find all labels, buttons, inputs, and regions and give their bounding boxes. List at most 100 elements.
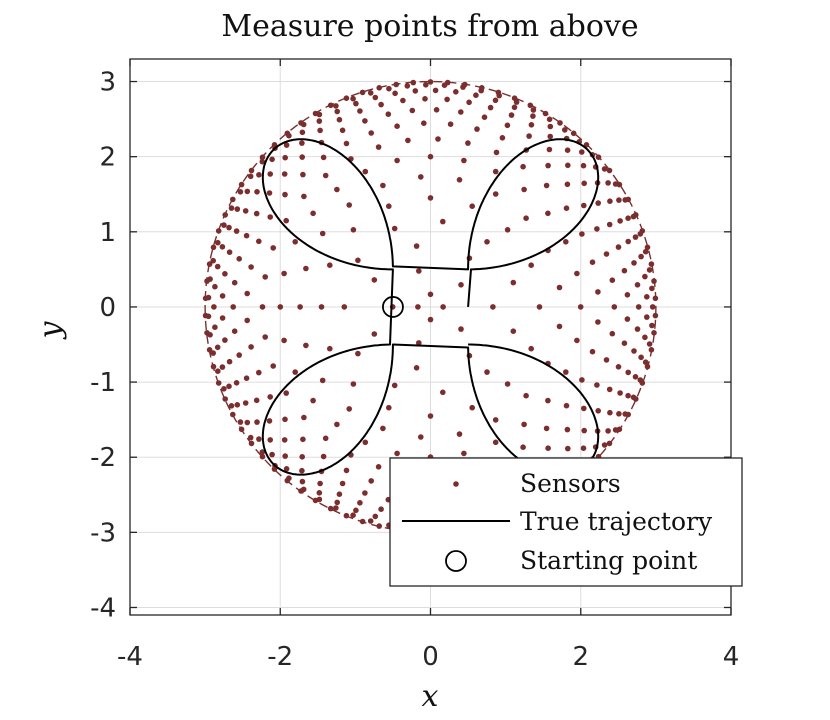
sensor-marker [327, 505, 334, 512]
sensor-marker [343, 95, 350, 101]
sensor-marker [652, 312, 659, 319]
sensor-marker [222, 396, 228, 402]
sensor-marker [236, 352, 242, 358]
sensor-marker [615, 364, 622, 370]
sensor-marker [343, 512, 350, 519]
sensor-marker [230, 304, 236, 310]
sensor-marker [625, 196, 631, 203]
sensor-marker [367, 518, 374, 524]
sensor-marker [292, 369, 299, 375]
sensor-marker [427, 153, 434, 160]
sensor-marker [376, 523, 383, 529]
y-tick-label: 2 [99, 143, 116, 173]
sensor-marker [333, 505, 339, 511]
sensor-marker [322, 172, 329, 179]
sensor-marker [634, 282, 641, 288]
sensor-marker [508, 112, 515, 118]
sensor-marker [368, 130, 375, 136]
sensor-marker [346, 202, 353, 208]
sensor-marker [215, 380, 222, 386]
sensor-marker [244, 419, 251, 426]
sensor-marker [581, 180, 587, 187]
sensor-marker [230, 411, 236, 418]
sensor-marker [212, 324, 218, 331]
sensor-marker [334, 186, 340, 193]
sensor-marker [317, 480, 323, 487]
sensor-marker [474, 126, 480, 132]
sensor-marker [633, 212, 639, 218]
sensor-marker [510, 328, 517, 335]
sensor-marker [221, 386, 227, 392]
sensor-marker [542, 110, 549, 117]
sensor-marker [644, 314, 650, 320]
sensor-marker [375, 144, 382, 150]
sensor-marker [333, 103, 339, 109]
sensor-marker [394, 157, 400, 164]
sensor-marker [530, 113, 536, 119]
sensor-marker [479, 85, 485, 91]
sensor-marker [603, 357, 610, 363]
sensor-marker [372, 513, 379, 520]
sensor-marker [204, 330, 210, 336]
sensor-marker [211, 304, 217, 310]
legend-sensor-marker [453, 481, 459, 487]
sensor-marker [648, 347, 655, 353]
sensor-marker [481, 114, 488, 120]
sensor-marker [492, 439, 499, 446]
sensor-marker [238, 426, 245, 433]
sensor-marker [413, 365, 420, 371]
sensor-marker [625, 238, 631, 245]
sensor-marker [651, 330, 657, 336]
y-tick-label: 3 [99, 68, 116, 98]
sensor-marker [556, 323, 563, 330]
sensor-marker [222, 212, 228, 218]
sensor-marker [484, 369, 490, 375]
sensor-marker [233, 228, 240, 234]
sensor-marker [638, 253, 644, 260]
y-tick-label: -2 [90, 443, 116, 473]
sensor-marker [603, 251, 610, 257]
y-tick-label: -1 [90, 368, 116, 398]
sensor-marker [492, 97, 499, 104]
sensor-marker [248, 344, 254, 350]
sensor-marker [237, 419, 244, 425]
sensor-marker [536, 304, 543, 310]
sensor-marker [247, 434, 254, 441]
sensor-marker [341, 304, 348, 310]
sensor-marker [310, 397, 316, 404]
sensor-marker [527, 102, 534, 109]
sensor-marker [563, 402, 570, 409]
sensor-marker [528, 262, 534, 269]
sensor-marker [259, 453, 266, 460]
sensor-marker [355, 257, 361, 264]
sensor-marker [433, 107, 440, 113]
sensor-marker [234, 402, 241, 408]
sensor-marker [299, 129, 306, 136]
sensor-marker [510, 279, 517, 286]
sensor-marker [371, 277, 378, 283]
sensor-marker [372, 94, 379, 101]
sensor-marker [248, 440, 255, 447]
sensor-marker [564, 181, 571, 188]
sensor-marker [543, 182, 550, 189]
sensor-marker [574, 270, 580, 277]
sensor-marker [282, 191, 288, 198]
sensor-marker [427, 79, 434, 85]
sensor-marker [362, 168, 369, 175]
sensor-marker [282, 416, 288, 423]
sensor-marker [300, 171, 306, 178]
sensor-marker [269, 451, 275, 458]
sensor-marker [595, 408, 601, 414]
sensor-marker [219, 293, 226, 299]
sensor-marker [422, 96, 428, 102]
y-axis-label: y [33, 320, 68, 340]
sensor-marker [458, 326, 464, 332]
sensor-marker [625, 369, 631, 376]
sensor-marker [219, 315, 226, 321]
sensor-marker [495, 89, 502, 96]
sensor-marker [521, 186, 527, 193]
sensor-marker [270, 245, 277, 251]
sensor-marker [577, 304, 584, 310]
sensor-marker [579, 377, 585, 383]
